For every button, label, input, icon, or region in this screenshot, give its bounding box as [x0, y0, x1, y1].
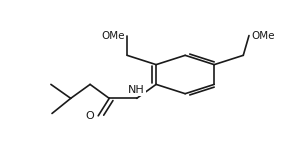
Text: OMe: OMe [101, 31, 125, 41]
Text: OMe: OMe [251, 31, 275, 41]
Text: NH: NH [128, 85, 145, 95]
Text: O: O [85, 111, 94, 121]
